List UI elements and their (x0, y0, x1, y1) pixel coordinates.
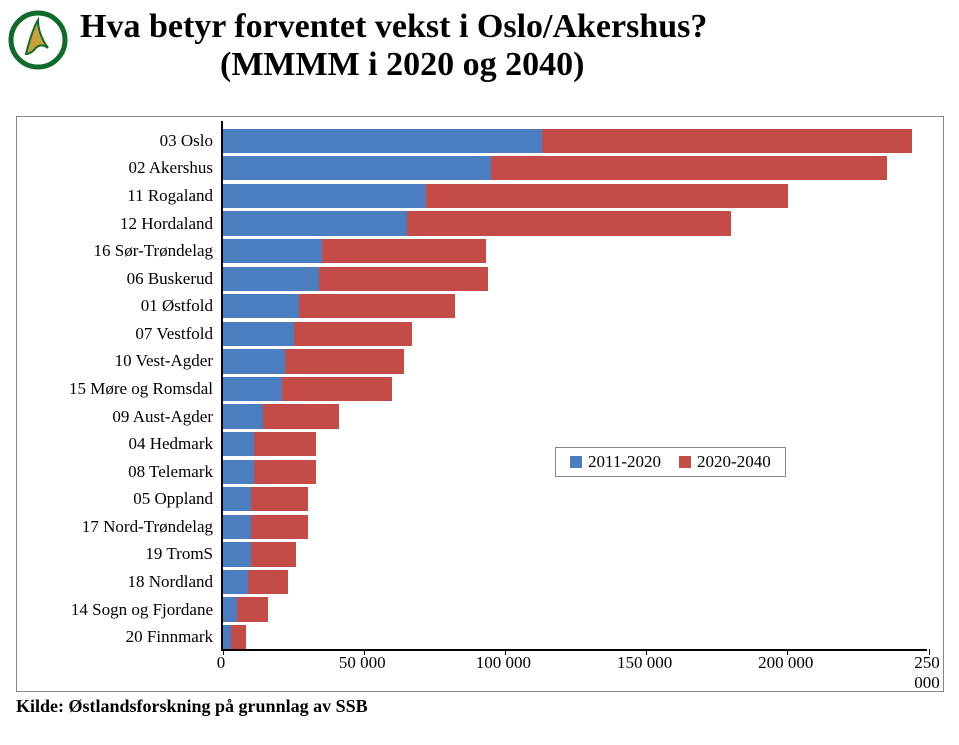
bar-row (223, 377, 392, 401)
bar-segment-2020-2040 (251, 487, 307, 511)
x-axis-label: 50 000 (339, 653, 386, 673)
axis-tick (221, 121, 223, 127)
bar-segment-2011-2020 (223, 597, 237, 621)
bar-segment-2020-2040 (299, 294, 454, 318)
bar-segment-2020-2040 (322, 239, 486, 263)
bar-segment-2011-2020 (223, 156, 491, 180)
bar-segment-2011-2020 (223, 349, 285, 373)
y-axis-label: 18 Nordland (23, 568, 213, 596)
bar-segment-2011-2020 (223, 432, 254, 456)
bar-row (223, 156, 887, 180)
bar-segment-2020-2040 (254, 460, 316, 484)
bar-segment-2020-2040 (231, 625, 245, 649)
bar-segment-2020-2040 (407, 211, 732, 235)
y-axis-label: 12 Hordaland (23, 210, 213, 238)
bar-segment-2011-2020 (223, 322, 294, 346)
bar-row (223, 487, 308, 511)
bar-segment-2020-2040 (542, 129, 912, 153)
title-line-2: (MMMM i 2020 og 2040) (80, 46, 707, 84)
y-axis-label: 06 Buskerud (23, 265, 213, 293)
bar-segment-2020-2040 (263, 404, 339, 428)
bar-row (223, 267, 488, 291)
bar-row (223, 239, 486, 263)
y-axis-label: 11 Rogaland (23, 182, 213, 210)
bar-row (223, 570, 288, 594)
bar-segment-2011-2020 (223, 239, 322, 263)
bar-row (223, 129, 912, 153)
bar-row (223, 542, 296, 566)
bar-segment-2011-2020 (223, 294, 299, 318)
bar-row (223, 432, 316, 456)
y-axis-label: 05 Oppland (23, 486, 213, 514)
bar-segment-2020-2040 (426, 184, 787, 208)
y-axis-label: 01 Østfold (23, 292, 213, 320)
bar-row (223, 597, 268, 621)
bar-segment-2011-2020 (223, 267, 319, 291)
bar-row (223, 515, 308, 539)
y-axis-label: 20 Finnmark (23, 623, 213, 651)
bar-segment-2020-2040 (282, 377, 392, 401)
bar-segment-2020-2040 (251, 515, 307, 539)
y-axis-label: 07 Vestfold (23, 320, 213, 348)
legend-item: 2011-2020 (570, 452, 661, 472)
plot-area (221, 127, 927, 651)
logo (8, 10, 68, 70)
y-axis-label: 10 Vest-Agder (23, 348, 213, 376)
chart-frame: 03 Oslo02 Akershus11 Rogaland12 Hordalan… (16, 116, 944, 692)
x-axis-label: 0 (217, 653, 226, 673)
bar-segment-2020-2040 (285, 349, 404, 373)
y-axis-label: 14 Sogn og Fjordane (23, 596, 213, 624)
x-axis-label: 100 000 (476, 653, 531, 673)
x-axis-label: 200 000 (758, 653, 813, 673)
y-axis-label: 16 Sør-Trøndelag (23, 237, 213, 265)
legend-label: 2020-2040 (697, 452, 771, 472)
bar-segment-2011-2020 (223, 404, 263, 428)
y-axis-label: 15 Møre og Romsdal (23, 375, 213, 403)
legend: 2011-2020 2020-2040 (555, 447, 786, 477)
title-line-1: Hva betyr forventet vekst i Oslo/Akershu… (80, 8, 707, 46)
bar-row (223, 211, 731, 235)
bar-row (223, 404, 339, 428)
x-axis-label: 250 000 (914, 653, 940, 693)
page-title: Hva betyr forventet vekst i Oslo/Akershu… (80, 8, 707, 84)
bar-segment-2011-2020 (223, 460, 254, 484)
bar-segment-2020-2040 (254, 432, 316, 456)
bar-segment-2011-2020 (223, 211, 407, 235)
bar-segment-2011-2020 (223, 377, 282, 401)
bar-row (223, 184, 788, 208)
legend-swatch (570, 456, 582, 468)
bar-segment-2011-2020 (223, 487, 251, 511)
legend-swatch (679, 456, 691, 468)
y-axis-label: 02 Akershus (23, 155, 213, 183)
bar-segment-2011-2020 (223, 570, 248, 594)
bar-segment-2020-2040 (251, 542, 296, 566)
bar-segment-2011-2020 (223, 129, 542, 153)
source-text: Kilde: Østlandsforskning på grunnlag av … (16, 696, 368, 717)
y-axis-label: 08 Telemark (23, 458, 213, 486)
bar-segment-2020-2040 (294, 322, 413, 346)
bar-segment-2011-2020 (223, 542, 251, 566)
y-axis-label: 09 Aust-Agder (23, 403, 213, 431)
bar-row (223, 349, 404, 373)
bar-row (223, 294, 455, 318)
x-axis-label: 150 000 (617, 653, 672, 673)
bar-segment-2011-2020 (223, 625, 231, 649)
bar-segment-2020-2040 (237, 597, 268, 621)
bar-row (223, 322, 412, 346)
y-axis-label: 03 Oslo (23, 127, 213, 155)
bar-segment-2020-2040 (248, 570, 288, 594)
bar-segment-2020-2040 (491, 156, 886, 180)
y-axis-label: 04 Hedmark (23, 430, 213, 458)
bar-segment-2020-2040 (319, 267, 488, 291)
y-axis-label: 17 Nord-Trøndelag (23, 513, 213, 541)
legend-label: 2011-2020 (588, 452, 661, 472)
bar-segment-2011-2020 (223, 515, 251, 539)
bar-row (223, 625, 246, 649)
legend-item: 2020-2040 (679, 452, 771, 472)
bar-row (223, 460, 316, 484)
bar-segment-2011-2020 (223, 184, 426, 208)
y-axis-label: 19 TromS (23, 541, 213, 569)
